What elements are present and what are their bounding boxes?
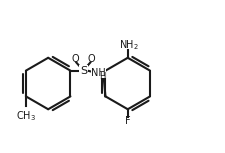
Text: H: H bbox=[99, 72, 106, 81]
Text: NH: NH bbox=[91, 67, 106, 78]
Text: F: F bbox=[125, 116, 130, 126]
Text: CH$_3$: CH$_3$ bbox=[16, 109, 36, 123]
Text: S: S bbox=[80, 66, 87, 76]
Text: O: O bbox=[88, 54, 95, 64]
Text: NH$_2$: NH$_2$ bbox=[119, 38, 139, 52]
Text: O: O bbox=[71, 54, 79, 64]
